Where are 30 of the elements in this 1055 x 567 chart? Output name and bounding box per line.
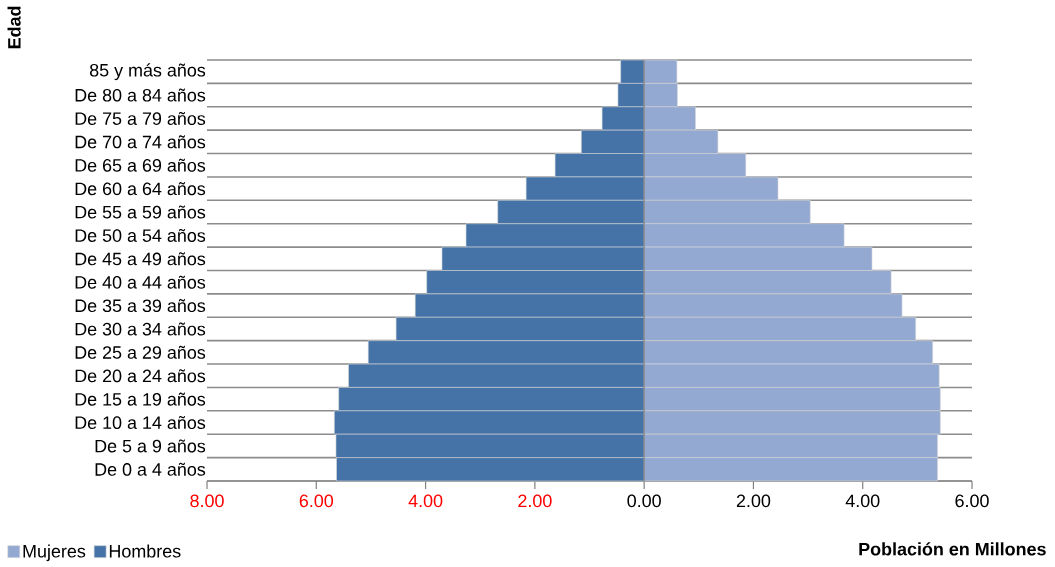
y-tick-label: De 70 a 74 años: [75, 135, 206, 149]
y-tick-label: De 55 a 59 años: [75, 205, 206, 219]
x-tick-label: 0.00: [627, 494, 661, 508]
x-axis-title: Población en Millones: [859, 542, 1046, 556]
x-tick-label: 2.00: [736, 494, 771, 508]
y-tick-label: De 40 a 44 años: [75, 275, 206, 289]
y-tick-label: De 80 a 84 años: [75, 88, 206, 102]
y-tick-label: De 50 a 54 años: [75, 228, 206, 242]
x-tick-label: 6.00: [955, 494, 989, 508]
y-tick-label: De 45 a 49 años: [75, 252, 206, 266]
x-tick-label: 4.00: [408, 494, 443, 508]
y-tick-label: De 30 a 34 años: [75, 322, 206, 336]
y-tick-label: De 15 a 19 años: [75, 392, 206, 406]
legend-label: Hombres: [109, 544, 181, 558]
y-tick-label: De 20 a 24 años: [75, 369, 206, 383]
x-tick-label: 6.00: [299, 494, 334, 508]
y-tick-label: De 0 a 4 años: [95, 462, 206, 476]
y-axis-title: Edad: [7, 6, 21, 49]
y-tick-label: De 35 a 39 años: [75, 299, 206, 313]
y-tick-label: 85 y más años: [89, 63, 206, 81]
legend-label: Mujeres: [23, 544, 86, 562]
x-tick-label: 2.00: [518, 494, 552, 508]
y-tick-label: De 5 a 9 años: [95, 439, 206, 453]
y-tick-label: De 75 a 79 años: [75, 111, 206, 125]
y-tick-label: De 65 a 69 años: [75, 158, 206, 172]
y-tick-label: De 60 a 64 años: [75, 182, 206, 196]
x-tick-label: 8.00: [190, 494, 224, 508]
y-tick-label: De 25 a 29 años: [75, 345, 206, 359]
x-tick-label: 4.00: [845, 494, 880, 508]
y-tick-label: De 10 a 14 años: [75, 416, 206, 430]
